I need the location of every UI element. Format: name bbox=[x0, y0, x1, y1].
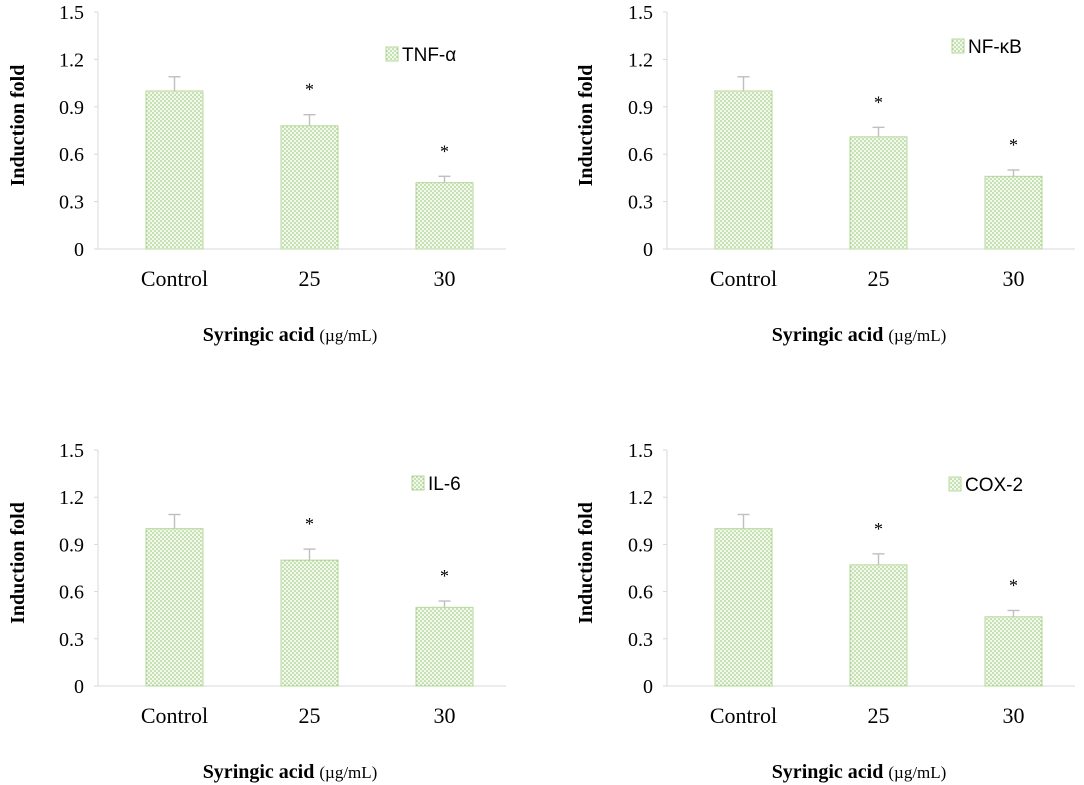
y-tick-label: 0 bbox=[74, 676, 84, 698]
y-tick-label: 0.9 bbox=[59, 97, 84, 119]
y-tick-label: 1.5 bbox=[59, 2, 84, 24]
chart-panel-1: 0 0.3 0.6 0.9 1.2 1.5 Induction fold Control * 25… bbox=[7, 2, 506, 346]
bar-30 bbox=[415, 182, 474, 250]
x-axis-title: Syringic acid (µg/mL) bbox=[203, 324, 378, 346]
bar-control bbox=[714, 90, 773, 250]
x-axis-title-unit: (µg/mL) bbox=[888, 326, 946, 345]
x-axis-title-unit: (µg/mL) bbox=[888, 763, 946, 782]
x-tick-label: 30 bbox=[434, 703, 456, 728]
y-tick-label: 0.3 bbox=[59, 192, 84, 214]
significance-marker: * bbox=[440, 141, 449, 161]
legend: TNF-α bbox=[385, 45, 456, 66]
y-axis-title: Induction fold bbox=[7, 502, 29, 624]
legend-label: IL-6 bbox=[428, 474, 461, 495]
x-tick-label: Control bbox=[710, 266, 777, 291]
bar-30 bbox=[415, 606, 474, 687]
x-tick-label: Control bbox=[141, 266, 208, 291]
legend: NF-κB bbox=[951, 37, 1022, 58]
y-tick-label: 0.6 bbox=[59, 144, 84, 166]
significance-marker: * bbox=[1009, 135, 1018, 155]
x-axis-title-main: Syringic acid bbox=[772, 761, 889, 783]
bar-25 bbox=[849, 564, 908, 687]
y-tick-label: 1.5 bbox=[628, 2, 653, 24]
x-tick-label: 30 bbox=[1003, 266, 1025, 291]
y-tick-label: 0.6 bbox=[59, 582, 84, 604]
x-tick-label: 30 bbox=[1003, 703, 1025, 728]
y-axis-title: Induction fold bbox=[575, 65, 597, 187]
y-tick-label: 0.3 bbox=[59, 629, 84, 651]
y-tick-label: 0.9 bbox=[59, 534, 84, 556]
bar-control bbox=[145, 90, 204, 250]
y-tick-label: 0.6 bbox=[628, 144, 653, 166]
y-tick-label: 0.6 bbox=[628, 582, 653, 604]
legend-label: NF-κB bbox=[968, 37, 1022, 58]
bar-25 bbox=[849, 136, 908, 250]
bar-control bbox=[714, 528, 773, 687]
y-tick-label: 0.9 bbox=[628, 534, 653, 556]
x-tick-label: Control bbox=[141, 703, 208, 728]
chart-panel-4: 0 0.3 0.6 0.9 1.2 1.5 Induction fold Control * 25… bbox=[575, 440, 1075, 783]
significance-marker: * bbox=[305, 514, 314, 534]
x-axis-title: Syringic acid (µg/mL) bbox=[772, 761, 947, 783]
x-axis-title: Syringic acid (µg/mL) bbox=[203, 761, 378, 783]
x-tick-label: 25 bbox=[868, 703, 890, 728]
y-tick-label: 0 bbox=[643, 676, 653, 698]
legend-swatch bbox=[385, 46, 399, 62]
bar-30 bbox=[984, 616, 1043, 687]
bar-25 bbox=[280, 559, 339, 687]
x-axis-title-main: Syringic acid bbox=[203, 324, 320, 346]
y-tick-label: 1.2 bbox=[59, 49, 84, 71]
legend-label: COX-2 bbox=[965, 475, 1023, 496]
y-tick-label: 1.2 bbox=[628, 49, 653, 71]
significance-marker: * bbox=[440, 566, 449, 586]
x-tick-label: 25 bbox=[299, 703, 321, 728]
y-tick-label: 1.2 bbox=[59, 487, 84, 509]
y-tick-label: 0 bbox=[74, 239, 84, 261]
x-axis-title-main: Syringic acid bbox=[772, 324, 889, 346]
bar-25 bbox=[280, 125, 339, 250]
legend-swatch bbox=[411, 475, 425, 491]
bar-control bbox=[145, 528, 204, 687]
legend-swatch bbox=[951, 38, 965, 54]
legend: IL-6 bbox=[411, 474, 461, 495]
x-axis-title-main: Syringic acid bbox=[203, 761, 320, 783]
y-tick-label: 0 bbox=[643, 239, 653, 261]
significance-marker: * bbox=[305, 80, 314, 100]
x-tick-label: 25 bbox=[868, 266, 890, 291]
y-tick-label: 0.3 bbox=[628, 629, 653, 651]
legend-label: TNF-α bbox=[402, 45, 456, 66]
y-tick-label: 1.5 bbox=[628, 440, 653, 462]
significance-marker: * bbox=[874, 92, 883, 112]
y-axis-title: Induction fold bbox=[575, 502, 597, 624]
y-tick-label: 1.2 bbox=[628, 487, 653, 509]
x-tick-label: 30 bbox=[434, 266, 456, 291]
x-tick-label: Control bbox=[710, 703, 777, 728]
bar-30 bbox=[984, 175, 1043, 250]
x-axis-title-unit: (µg/mL) bbox=[319, 326, 377, 345]
chart-panel-3: 0 0.3 0.6 0.9 1.2 1.5 Induction fold Control * 25… bbox=[7, 440, 506, 783]
x-tick-label: 25 bbox=[299, 266, 321, 291]
x-axis-title-unit: (µg/mL) bbox=[319, 763, 377, 782]
significance-marker: * bbox=[1009, 575, 1018, 595]
y-tick-label: 0.9 bbox=[628, 97, 653, 119]
chart-panel-2: 0 0.3 0.6 0.9 1.2 1.5 Induction fold Control * 25… bbox=[575, 2, 1075, 346]
y-axis-title: Induction fold bbox=[7, 65, 29, 187]
legend: COX-2 bbox=[948, 475, 1023, 496]
legend-swatch bbox=[948, 476, 962, 492]
significance-marker: * bbox=[874, 519, 883, 539]
y-tick-label: 0.3 bbox=[628, 192, 653, 214]
y-tick-label: 1.5 bbox=[59, 440, 84, 462]
x-axis-title: Syringic acid (µg/mL) bbox=[772, 324, 947, 346]
